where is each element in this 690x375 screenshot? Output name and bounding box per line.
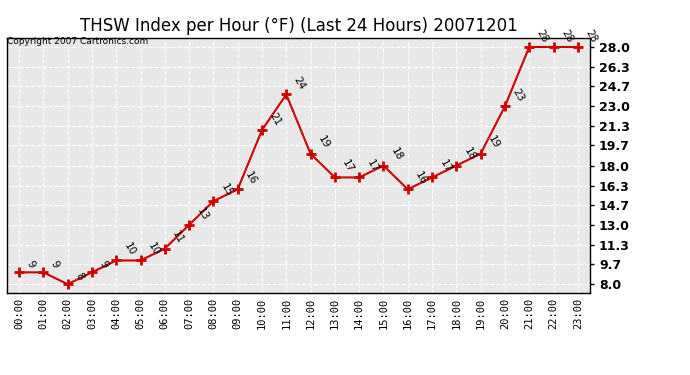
Text: 24: 24 (292, 75, 307, 92)
Text: 9: 9 (25, 259, 37, 270)
Text: 18: 18 (389, 146, 404, 163)
Text: 17: 17 (365, 158, 380, 175)
Text: 11: 11 (170, 230, 186, 246)
Text: Copyright 2007 Cartronics.com: Copyright 2007 Cartronics.com (7, 38, 148, 46)
Text: 28: 28 (583, 28, 599, 44)
Text: 13: 13 (195, 206, 210, 222)
Text: 16: 16 (244, 170, 259, 186)
Text: 15: 15 (219, 182, 234, 198)
Text: 28: 28 (535, 28, 550, 44)
Text: 17: 17 (437, 158, 453, 175)
Text: 19: 19 (486, 135, 502, 151)
Text: 9: 9 (49, 259, 61, 270)
Text: 10: 10 (146, 242, 161, 258)
Text: 18: 18 (462, 146, 477, 163)
Text: 28: 28 (559, 28, 574, 44)
Text: 23: 23 (511, 87, 526, 104)
Text: 9: 9 (97, 259, 110, 270)
Text: 19: 19 (316, 135, 331, 151)
Text: 10: 10 (121, 242, 137, 258)
Text: 8: 8 (73, 271, 85, 281)
Text: 16: 16 (413, 170, 428, 186)
Title: THSW Index per Hour (°F) (Last 24 Hours) 20071201: THSW Index per Hour (°F) (Last 24 Hours)… (79, 16, 518, 34)
Text: 17: 17 (340, 158, 356, 175)
Text: 21: 21 (268, 111, 283, 127)
